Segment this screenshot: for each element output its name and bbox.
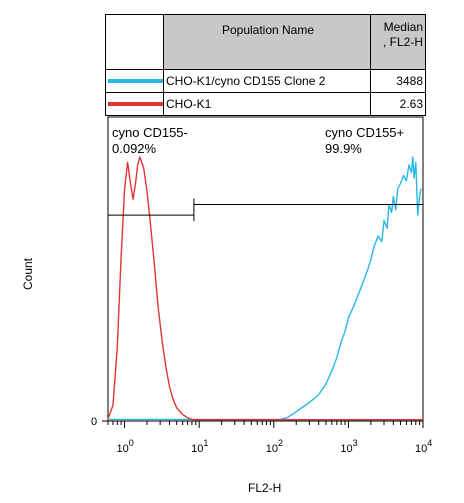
legend-table: Population Name Median , FL2-H CHO-K1/cy… xyxy=(105,14,426,116)
legend-row-median: 3488 xyxy=(370,69,426,93)
legend-swatch-cyan xyxy=(108,79,163,83)
y-tick-label: 0 xyxy=(91,416,97,428)
legend-row-chok1: CHO-K1 2.63 xyxy=(105,92,426,116)
gate-pos-percent: 99.9% xyxy=(325,141,362,156)
legend-swatch-cell xyxy=(105,92,164,116)
series-line-chok1 xyxy=(107,156,423,421)
legend-header-median-line1: Median xyxy=(383,20,423,34)
gate-pos-name: cyno CD155+ xyxy=(325,125,405,140)
legend-header-median-line2: , FL2-H xyxy=(382,35,423,49)
x-tick-label: 102 xyxy=(266,438,283,455)
plot-frame xyxy=(107,116,424,422)
legend-header-blank xyxy=(105,14,164,70)
legend-row-name: CHO-K1 xyxy=(163,92,371,116)
x-tick-label: 104 xyxy=(415,438,432,455)
gate-pos-annotation: cyno CD155+ 99.9% xyxy=(325,125,404,157)
x-tick-label: 103 xyxy=(340,438,357,455)
legend-row-clone2: CHO-K1/cyno CD155 Clone 2 3488 xyxy=(105,69,426,93)
legend-row-median: 2.63 xyxy=(370,92,426,116)
x-axis-label: FL2-H xyxy=(248,481,282,495)
series-line-clone2 xyxy=(108,156,422,421)
legend-header-median: Median , FL2-H xyxy=(370,14,426,70)
legend-swatch-red xyxy=(108,102,163,106)
gate-neg-name: cyno CD155- xyxy=(112,125,188,140)
legend-header-row: Population Name Median , FL2-H xyxy=(105,14,426,70)
gate-neg-annotation: cyno CD155- 0.092% xyxy=(112,125,188,157)
x-tick-label: 101 xyxy=(191,438,208,455)
gate-neg-percent: 0.092% xyxy=(112,141,157,156)
x-tick-label: 100 xyxy=(117,438,134,455)
legend-header-name: Population Name xyxy=(163,14,371,70)
y-axis-label: Count xyxy=(21,257,35,290)
